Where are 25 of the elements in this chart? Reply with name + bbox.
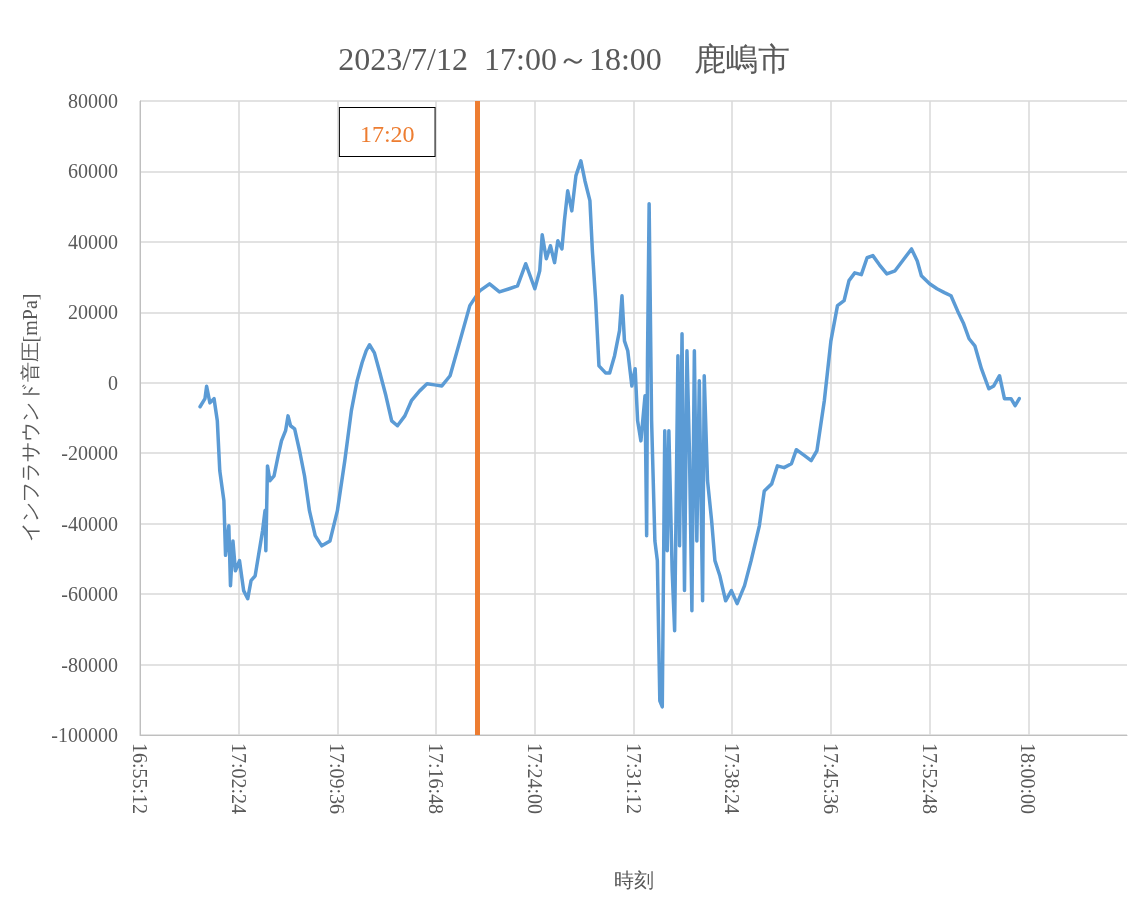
x-tick-label: 17:02:24	[227, 743, 250, 815]
x-tick-label: 17:45:36	[819, 743, 842, 815]
x-tick-label: 17:52:48	[918, 743, 941, 815]
y-tick-label: -60000	[61, 583, 118, 606]
y-axis-title: インフラサウンド音圧[mPa]	[19, 293, 41, 543]
y-tick-label: -80000	[61, 653, 118, 676]
chart-title: 2023/7/12 17:00～18:00 鹿嶋市	[338, 41, 790, 77]
x-tick-label: 17:09:36	[326, 743, 349, 815]
y-tick-label: -40000	[61, 512, 118, 535]
x-tick-label: 16:55:12	[129, 743, 151, 815]
y-tick-label: 60000	[68, 160, 118, 183]
x-tick-label: 17:16:48	[425, 743, 448, 815]
y-tick-label: -100000	[51, 724, 118, 746]
y-tick-label: 80000	[68, 90, 118, 112]
x-tick-label: 18:00:00	[1017, 743, 1040, 815]
x-tick-label: 17:24:00	[523, 743, 546, 815]
x-tick-label: 17:38:24	[721, 743, 744, 815]
line-series	[198, 159, 1021, 709]
y-tick-label: 20000	[68, 301, 118, 324]
x-axis-title: 時刻	[613, 869, 654, 891]
x-tick-label: 17:31:12	[622, 743, 645, 815]
y-tick-label: 0	[108, 371, 118, 394]
y-tick-label: -20000	[61, 442, 118, 465]
y-tick-label: 40000	[68, 230, 118, 253]
ref-line-label: 17:20	[359, 121, 415, 147]
